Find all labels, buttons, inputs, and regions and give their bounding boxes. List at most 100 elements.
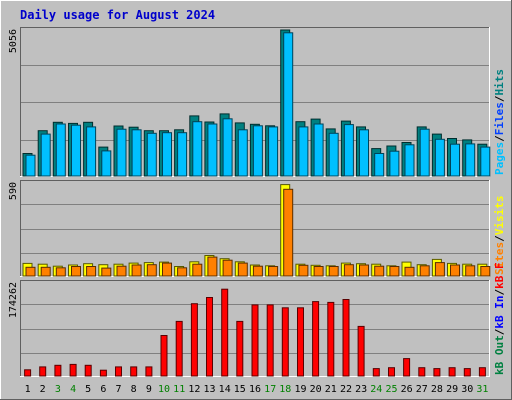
hits-panel-bar-files-day-4	[71, 124, 81, 177]
visits-panel-bar-sites-day-2	[40, 266, 51, 277]
kbytes-panel-bar-kb-f-day-6	[99, 369, 107, 377]
legend-separator: /	[493, 328, 506, 335]
hits-panel-bar-files-day-18	[283, 32, 294, 177]
visits-panel-bar-sites-day-18	[283, 188, 294, 277]
hits-panel-bar-files-day-6	[101, 150, 112, 177]
kbytes-panel-bar-kb-f-day-21	[327, 301, 335, 377]
visits-panel-bar-sites-day-21	[328, 266, 339, 277]
legend-entry-files: Files	[493, 102, 506, 135]
kbytes-panel-bar-kb-f-day-29	[448, 367, 456, 377]
legend-separator: /	[493, 135, 506, 142]
kbytes-panel-bar-kb-f-day-14	[221, 288, 229, 377]
kbytes-panel-bar-kb-f-day-2	[39, 366, 47, 377]
legend-entry-visits: Visits	[493, 196, 506, 236]
visits-panel-bar-sites-day-25	[389, 266, 400, 277]
kbytes-panel-bar-kb-f-day-25	[388, 367, 395, 377]
visits-panel-bar-sites-day-8	[131, 264, 142, 277]
hits-panel-bar-files-day-22	[343, 124, 354, 177]
x-tick-label-day-21: 21	[325, 384, 337, 395]
x-tick-label-day-18: 18	[279, 384, 291, 395]
legend-entry-pages: Pages	[493, 142, 506, 175]
visits-panel-bar-sites-day-9	[146, 264, 157, 277]
x-tick-label-day-25: 25	[385, 384, 397, 395]
legend-entry-hits: Hits	[493, 69, 506, 96]
x-tick-label-day-6: 6	[100, 384, 106, 395]
x-tick-label-day-22: 22	[340, 384, 352, 395]
hits-panel-bar-files-day-23	[359, 129, 369, 177]
x-tick-label-day-26: 26	[401, 384, 413, 395]
hits-panel-bar-files-day-7	[116, 128, 127, 177]
hits-panel-bar-files-day-27	[419, 128, 430, 177]
visits-panel-bar-sites-day-16	[252, 265, 263, 277]
hits-panel-bar-files-day-1	[25, 154, 36, 177]
kbytes-panel-max-label: 174262	[8, 282, 19, 318]
hits-panel-bar-files-day-8	[131, 129, 142, 177]
legend-entry-kb-in: kB In	[493, 296, 506, 329]
hits-panel-bar-files-day-14	[222, 118, 233, 177]
visits-panel-bar-sites-day-5	[86, 266, 97, 277]
legend-entry-sites: Sites	[493, 242, 506, 275]
kbytes-panel-bar-kb-f-day-26	[403, 358, 411, 377]
kbytes-panel-bar-kb-f-day-22	[342, 299, 350, 377]
kbytes-panel-bar-kb-f-day-19	[297, 307, 304, 377]
visits-panel-bar-sites-day-30	[465, 265, 476, 277]
x-tick-label-day-17: 17	[264, 384, 276, 395]
hits-panel-max-label: 5056	[8, 29, 19, 53]
kbytes-panel-bar-kb-f-day-16	[251, 304, 259, 377]
kbytes-panel-bar-kb-f-day-10	[160, 335, 168, 377]
visits-panel-bar-sites-day-17	[268, 266, 279, 277]
hits-panel-bar-files-day-9	[146, 132, 157, 177]
x-tick-label-day-9: 9	[146, 384, 152, 395]
visits-panel-bar-sites-day-27	[419, 265, 430, 277]
kbytes-panel-bar-kb-f-day-23	[357, 325, 365, 377]
kbytes-panel-bar-kb-f-day-28	[433, 368, 441, 377]
kbytes-panel-bar-kb-f-day-18	[281, 307, 289, 377]
visits-panel-bar-sites-day-3	[55, 267, 66, 277]
visits-panel-bar-sites-day-1	[25, 266, 36, 277]
x-tick-label-day-31: 31	[476, 384, 488, 395]
kbytes-panel-bar-kb-f-day-9	[145, 366, 153, 377]
visits-panel-bar-sites-day-29	[450, 264, 460, 277]
x-tick-label-day-10: 10	[158, 384, 170, 395]
kbytes-panel-bar-kb-f-day-5	[84, 364, 92, 377]
hits-panel-bar-files-day-5	[86, 126, 97, 177]
visits-panel-legend: Sites/Visits	[493, 196, 506, 276]
visits-panel-bar-sites-day-19	[298, 264, 309, 277]
x-tick-label-day-2: 2	[40, 384, 46, 395]
kbytes-panel-bar-kb-f-day-30	[463, 368, 471, 377]
hits-panel-bar-files-day-25	[389, 150, 400, 177]
x-tick-label-day-12: 12	[188, 384, 200, 395]
hits-panel-bar-files-day-19	[298, 126, 309, 177]
kbytes-panel-bar-kb-f-day-4	[69, 363, 77, 377]
hits-panel-bar-files-day-15	[237, 129, 248, 177]
visits-panel-bar-sites-day-31	[480, 266, 491, 277]
hits-panel-bar-files-day-29	[450, 143, 460, 177]
legend-entry-kb-out: kB Out	[493, 335, 506, 375]
legend-entry-kb-f: kB F	[493, 262, 506, 289]
visits-panel-bar-sites-day-20	[313, 266, 324, 277]
kbytes-panel-legend: kB Out/kB In/kB F	[493, 262, 506, 375]
kbytes-panel-bar-kb-f-day-12	[190, 303, 198, 377]
hits-panel-bar-files-day-2	[40, 133, 51, 177]
visits-panel-max-label: 590	[8, 182, 19, 200]
visits-panel-bar-sites-day-28	[434, 262, 445, 277]
x-tick-label-day-13: 13	[203, 384, 215, 395]
hits-panel-bar-files-day-13	[207, 123, 218, 177]
x-tick-label-day-5: 5	[85, 384, 91, 395]
visits-panel-bar-sites-day-11	[177, 267, 188, 277]
kbytes-panel-bar-kb-f-day-31	[478, 367, 486, 377]
visits-panel-bar-sites-day-10	[162, 262, 172, 277]
kbytes-panel-bar-kb-f-day-8	[130, 366, 138, 377]
hits-panel-bar-files-day-28	[434, 138, 445, 177]
kbytes-panel-bar-kb-f-day-27	[418, 367, 426, 377]
kbytes-panel-bar-kb-f-day-24	[372, 368, 380, 377]
visits-panel-bar-sites-day-7	[116, 265, 127, 277]
hits-panel-bar-files-day-11	[177, 132, 188, 177]
kbytes-panel-bar-kb-f-day-11	[175, 320, 183, 377]
x-tick-label-day-29: 29	[446, 384, 458, 395]
visits-panel-bar-sites-day-23	[359, 264, 369, 277]
hits-panel-bar-files-day-30	[465, 143, 476, 177]
visits-panel-bar-sites-day-13	[207, 256, 218, 277]
visits-panel-bar-sites-day-12	[192, 263, 203, 277]
kbytes-panel-bar-kb-f-day-13	[206, 297, 213, 377]
